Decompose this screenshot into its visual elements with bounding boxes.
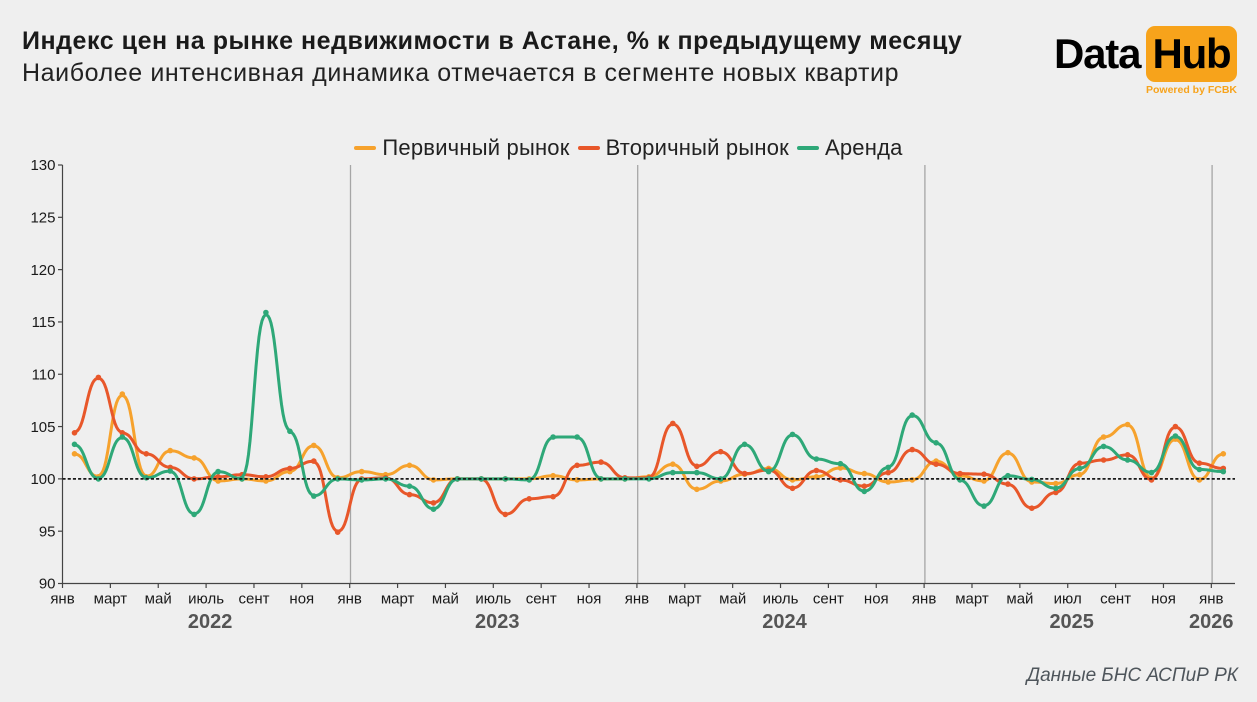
svg-text:июль: июль <box>188 591 224 608</box>
svg-text:июль: июль <box>475 591 511 608</box>
svg-text:янв: янв <box>1199 591 1223 608</box>
svg-text:май: май <box>719 591 746 608</box>
svg-text:июл: июл <box>1054 591 1082 608</box>
svg-text:сент: сент <box>1100 591 1131 608</box>
svg-text:май: май <box>432 591 459 608</box>
svg-text:ноя: ноя <box>1151 591 1176 608</box>
svg-text:115: 115 <box>32 314 56 331</box>
svg-text:2025: 2025 <box>1049 611 1094 633</box>
svg-text:2023: 2023 <box>475 611 520 633</box>
svg-text:март: март <box>94 591 128 608</box>
svg-text:105: 105 <box>30 419 55 436</box>
svg-text:сент: сент <box>526 591 557 608</box>
svg-text:90: 90 <box>39 576 56 593</box>
svg-text:март: март <box>381 591 415 608</box>
svg-text:янв: янв <box>912 591 936 608</box>
svg-text:2024: 2024 <box>762 611 807 633</box>
svg-text:март: март <box>955 591 989 608</box>
svg-text:май: май <box>145 591 172 608</box>
svg-text:янв: янв <box>338 591 362 608</box>
svg-text:2022: 2022 <box>188 611 233 633</box>
svg-text:ноя: ноя <box>864 591 889 608</box>
svg-text:95: 95 <box>39 523 56 540</box>
svg-text:март: март <box>668 591 702 608</box>
svg-text:130: 130 <box>30 157 55 174</box>
svg-text:янв: янв <box>50 591 74 608</box>
svg-text:ноя: ноя <box>289 591 314 608</box>
svg-text:110: 110 <box>32 366 56 383</box>
svg-text:сент: сент <box>239 591 270 608</box>
svg-text:сент: сент <box>813 591 844 608</box>
svg-text:ноя: ноя <box>577 591 602 608</box>
svg-text:125: 125 <box>30 210 55 227</box>
svg-text:2026: 2026 <box>1189 611 1234 633</box>
svg-text:июль: июль <box>763 591 799 608</box>
svg-text:янв: янв <box>625 591 649 608</box>
svg-text:120: 120 <box>30 262 55 279</box>
svg-text:май: май <box>1006 591 1033 608</box>
svg-text:100: 100 <box>30 471 55 488</box>
